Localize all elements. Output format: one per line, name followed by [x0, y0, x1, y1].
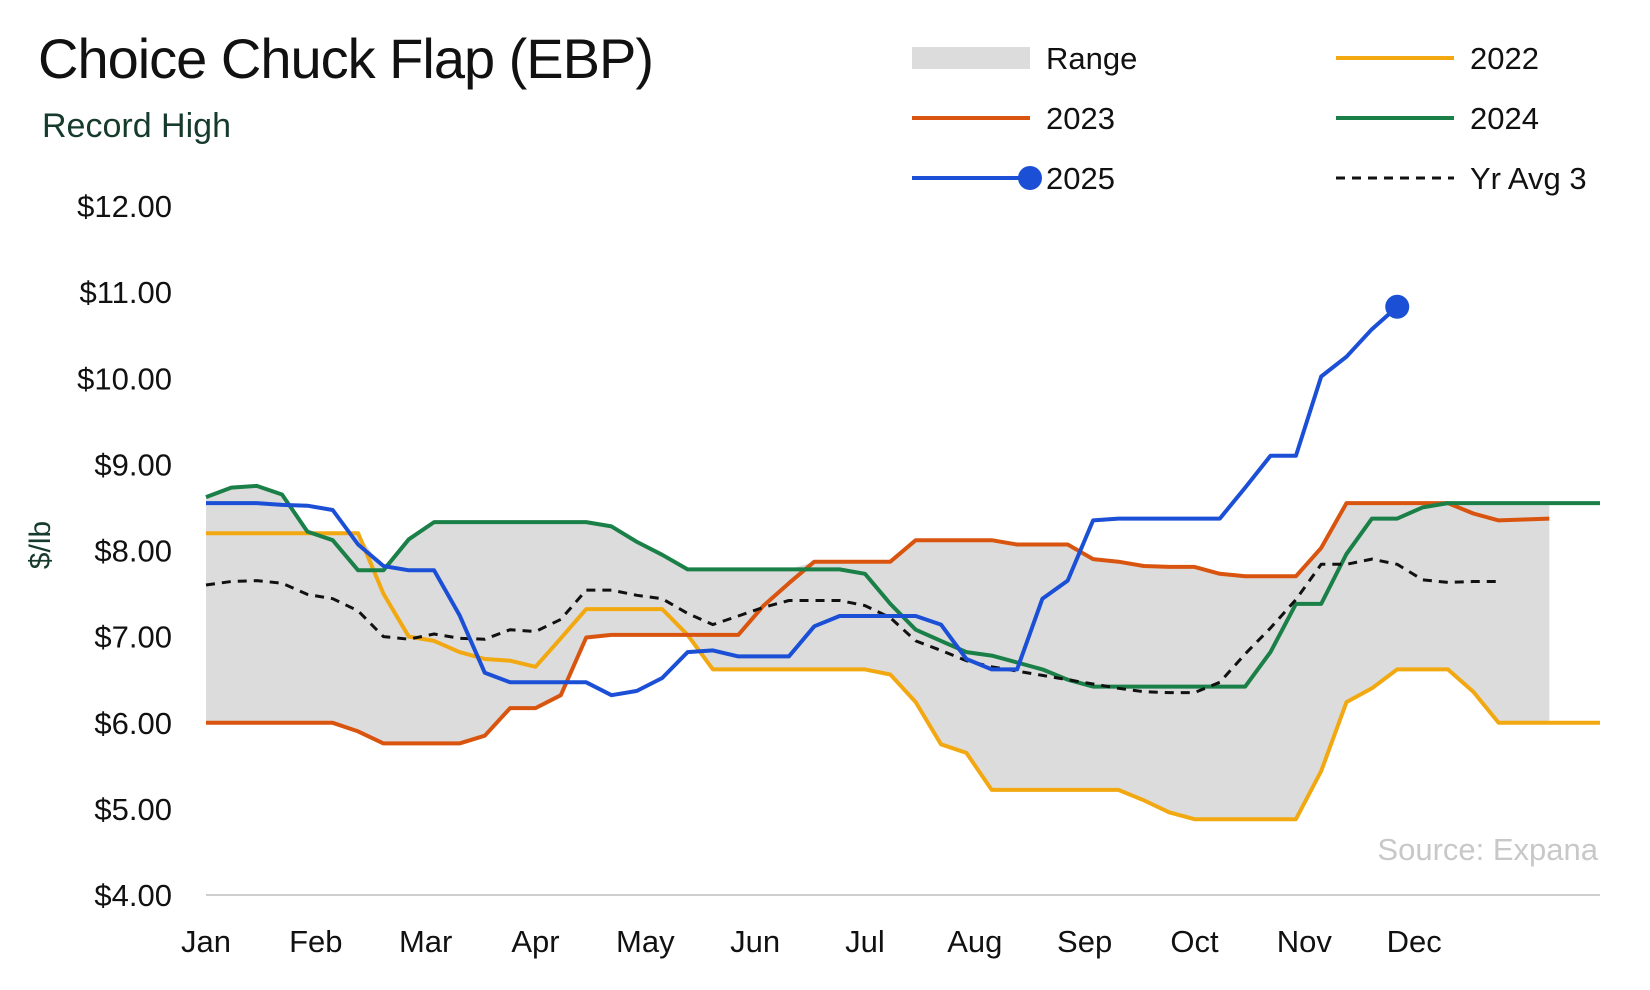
legend-item-2023: 2023: [912, 101, 1115, 136]
y-axis-label: $/lb: [24, 521, 57, 569]
legend-label: Yr Avg 3: [1470, 161, 1587, 196]
legend-label: 2023: [1046, 101, 1115, 136]
y-tick-label: $12.00: [77, 189, 172, 224]
legend-item-2024: 2024: [1336, 101, 1539, 136]
x-axis-ticks: Jan Feb Mar Apr May Jun Jul Aug Sep Oct Nov Dec: [181, 924, 1442, 959]
legend-item-2025: 2025: [912, 161, 1115, 196]
y-tick-label: $4.00: [94, 878, 172, 913]
y-tick-label: $10.00: [77, 361, 172, 396]
chart-title: Choice Chuck Flap (EBP): [38, 27, 653, 90]
x-tick-label: Jan: [181, 924, 231, 959]
x-tick-label: May: [616, 924, 675, 959]
series-line-2023: [206, 501, 1550, 746]
legend-item-range: Range: [912, 41, 1137, 76]
series-line-yr-avg-3: [205, 557, 1499, 695]
legend-item-yr-avg-3: Yr Avg 3: [1336, 161, 1587, 196]
y-tick-label: $8.00: [94, 534, 172, 569]
legend-swatch: [912, 47, 1030, 69]
x-tick-label: Mar: [399, 924, 452, 959]
x-tick-label: Apr: [511, 924, 559, 959]
y-tick-label: $11.00: [79, 275, 172, 310]
legend-item-2022: 2022: [1336, 41, 1539, 76]
x-tick-label: Dec: [1387, 924, 1442, 959]
range-band: [206, 485, 1550, 820]
x-tick-label: Oct: [1170, 924, 1219, 959]
legend: Range 2022 2023 2024 2025 Yr Avg 3: [912, 41, 1587, 196]
legend-label: Range: [1046, 41, 1137, 76]
y-tick-label: $5.00: [94, 792, 172, 827]
x-tick-label: Aug: [947, 924, 1002, 959]
x-tick-label: Jul: [845, 924, 885, 959]
source-note: Source: Expana: [1377, 832, 1598, 867]
series-line-2025: [206, 305, 1399, 698]
y-axis-ticks: $4.00 $5.00 $6.00 $7.00 $8.00 $9.00 $10.00 $11.…: [77, 189, 172, 913]
x-tick-label: Jun: [730, 924, 780, 959]
y-tick-label: $7.00: [94, 620, 172, 655]
series-line-2022: [206, 531, 1600, 822]
y-tick-label: $6.00: [94, 706, 172, 741]
x-tick-label: Nov: [1277, 924, 1333, 959]
legend-label: 2025: [1046, 161, 1115, 196]
plot-area: [205, 294, 1600, 822]
legend-label: 2022: [1470, 41, 1539, 76]
series-2025-endpoint: [1385, 294, 1410, 319]
x-tick-label: Sep: [1057, 924, 1112, 959]
chart-subtitle: Record High: [42, 107, 231, 145]
legend-label: 2024: [1470, 101, 1539, 136]
x-tick-label: Feb: [289, 924, 342, 959]
series-layer: [205, 294, 1600, 822]
legend-dot: [1018, 166, 1042, 190]
y-tick-label: $9.00: [94, 447, 172, 482]
